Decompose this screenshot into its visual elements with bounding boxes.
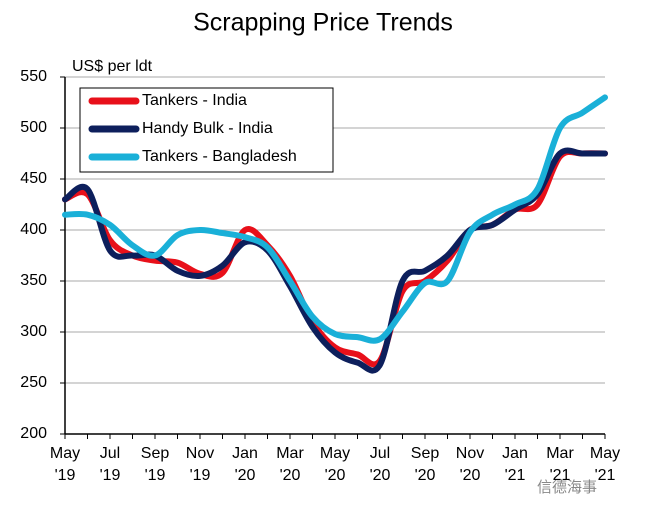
x-tick-label: Jul '19 bbox=[100, 445, 121, 484]
x-tick-label: Jan '20 bbox=[232, 445, 258, 484]
x-tick-label: Nov '20 bbox=[456, 445, 484, 484]
x-tick-label: Sep '20 bbox=[411, 445, 440, 484]
y-axis-label: US$ per ldt bbox=[72, 58, 153, 75]
y-tick-label: 550 bbox=[20, 68, 47, 85]
x-tick-label: Sep '19 bbox=[141, 445, 170, 484]
y-tick-label: 400 bbox=[20, 221, 47, 238]
chart-title: Scrapping Price Trends bbox=[193, 9, 453, 37]
y-tick-label: 350 bbox=[20, 272, 47, 289]
y-tick-label: 450 bbox=[20, 170, 47, 187]
x-tick-label: May '21 bbox=[590, 445, 620, 484]
line bbox=[62, 94, 608, 344]
watermark: 信德海事 bbox=[537, 478, 597, 496]
x-tick-label: May '19 bbox=[50, 445, 80, 484]
y-tick-label: 300 bbox=[20, 323, 47, 340]
y-tick-label: 500 bbox=[20, 119, 47, 136]
legend-label: Tankers - India bbox=[142, 92, 247, 109]
y-tick-label: 200 bbox=[20, 425, 47, 442]
x-tick-label: Jan '21 bbox=[502, 445, 528, 484]
x-tick-label: Nov '19 bbox=[186, 445, 214, 484]
legend-label: Tankers - Bangladesh bbox=[142, 148, 297, 165]
x-tick-label: Jul '20 bbox=[370, 445, 391, 484]
x-tick-label: May '20 bbox=[320, 445, 350, 484]
legend-label: Handy Bulk - India bbox=[142, 120, 273, 137]
x-tick-label: Mar '21 bbox=[546, 445, 574, 484]
y-tick-label: 250 bbox=[20, 374, 47, 391]
x-tick-label: Mar '20 bbox=[276, 445, 304, 484]
